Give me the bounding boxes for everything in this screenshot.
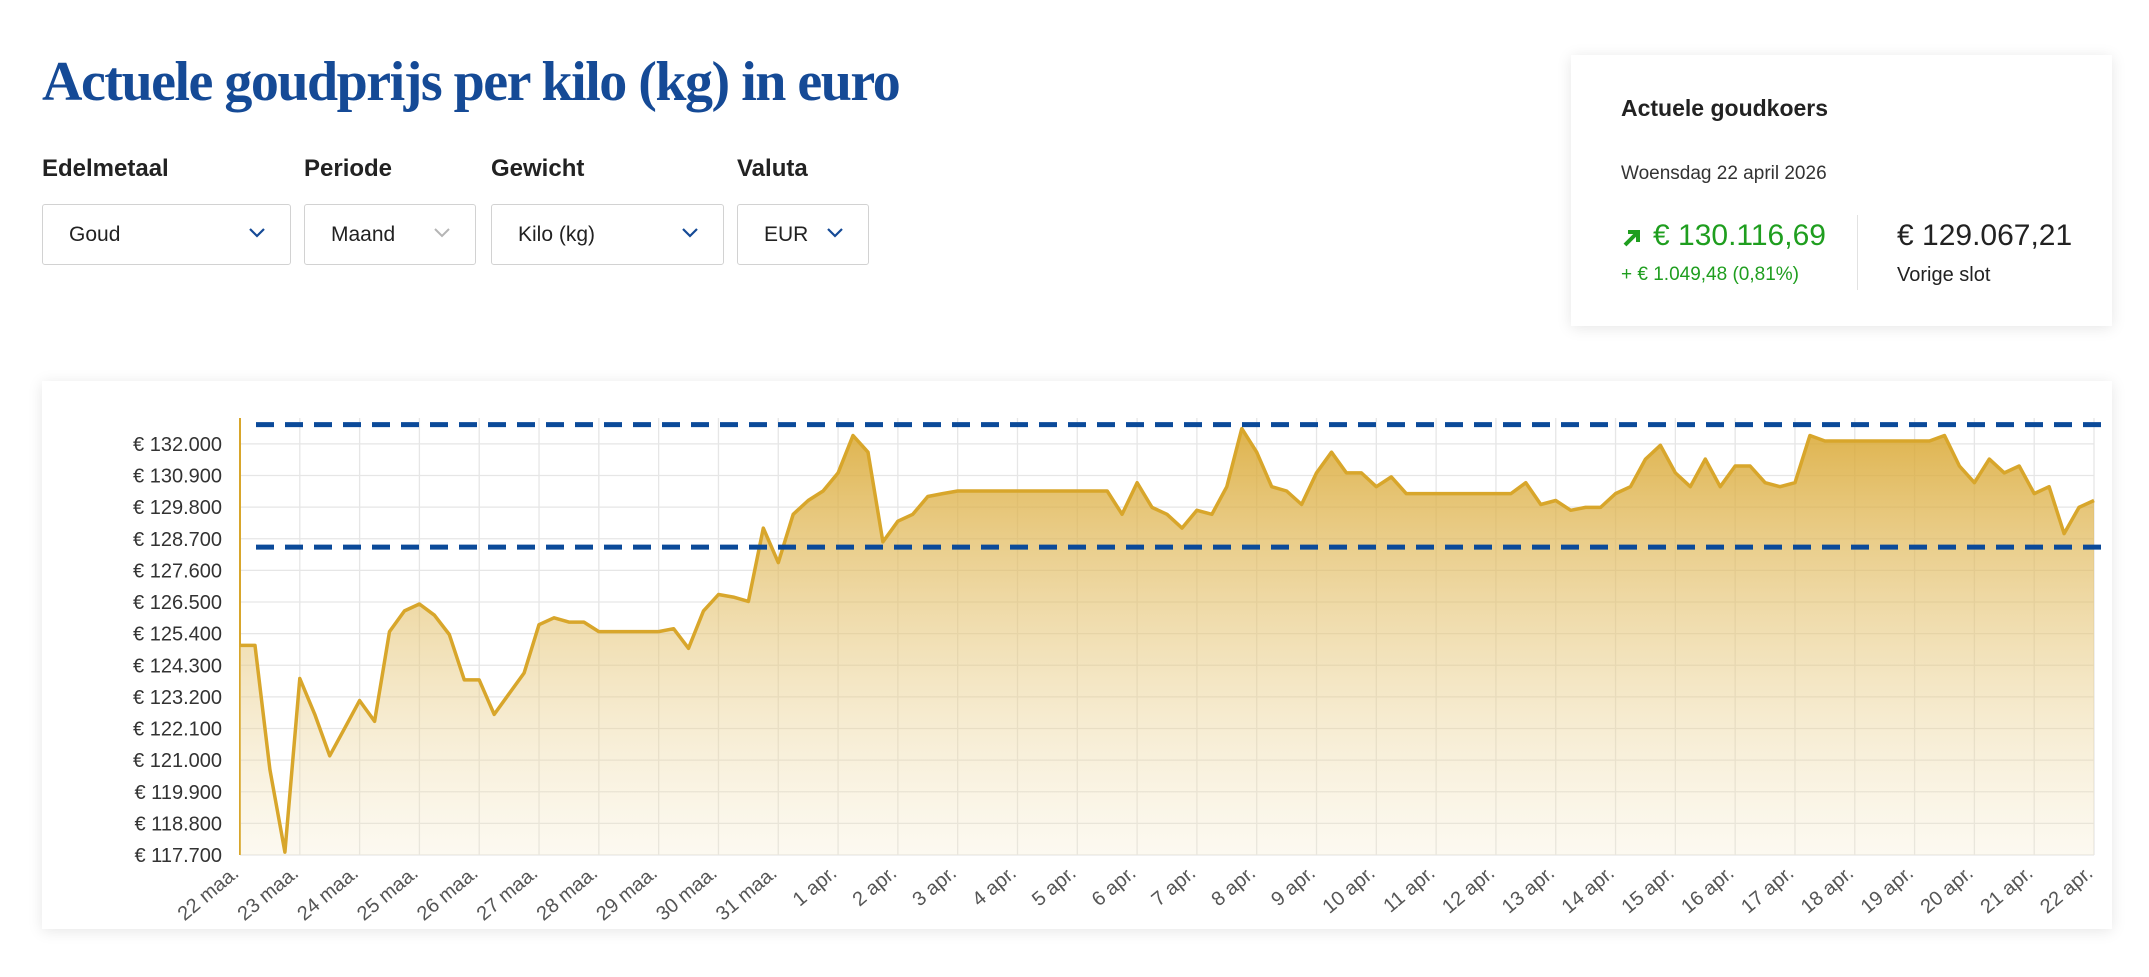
weight-select[interactable]: Kilo (kg) bbox=[491, 204, 724, 265]
price-change: + € 1.049,48 (0,81%) bbox=[1621, 264, 1799, 285]
x-tick-label: 10 apr. bbox=[1319, 862, 1380, 918]
previous-label: Vorige slot bbox=[1897, 264, 1991, 286]
y-tick-label: € 126.500 bbox=[133, 592, 222, 614]
y-tick-label: € 118.800 bbox=[135, 813, 223, 835]
x-tick-label: 5 apr. bbox=[1028, 862, 1080, 911]
x-tick-label: 26 maa. bbox=[413, 862, 483, 925]
x-tick-label: 4 apr. bbox=[968, 862, 1020, 911]
quote-date: Woensdag 22 april 2026 bbox=[1621, 163, 1827, 184]
x-tick-label: 31 maa. bbox=[712, 862, 782, 925]
x-tick-label: 13 apr. bbox=[1498, 862, 1559, 918]
x-tick-label: 29 maa. bbox=[592, 862, 662, 925]
x-tick-label: 15 apr. bbox=[1618, 862, 1679, 918]
filter-label: Gewicht bbox=[491, 155, 585, 182]
y-tick-label: € 127.600 bbox=[133, 560, 222, 582]
period-select[interactable]: Maand bbox=[304, 204, 476, 265]
y-tick-label: € 123.200 bbox=[133, 687, 222, 709]
x-tick-label: 12 apr. bbox=[1438, 862, 1499, 918]
previous-price: € 129.067,21 bbox=[1897, 219, 2073, 252]
chevron bbox=[249, 228, 265, 238]
x-tick-label: 2 apr. bbox=[849, 862, 901, 911]
page-title: Actuele goudprijs per kilo (kg) in euro bbox=[42, 51, 901, 113]
currency-select[interactable]: EUR bbox=[737, 204, 869, 265]
chevron bbox=[434, 228, 450, 238]
x-tick-label: 27 maa. bbox=[473, 862, 543, 925]
y-tick-label: € 117.700 bbox=[135, 845, 223, 867]
x-tick-label: 24 maa. bbox=[293, 862, 363, 925]
up-arrow bbox=[1623, 230, 1640, 247]
x-tick-label: 22 apr. bbox=[2036, 862, 2097, 918]
filter-label: Edelmetaal bbox=[42, 155, 169, 182]
x-tick-label: 16 apr. bbox=[1677, 862, 1738, 918]
x-tick-label: 11 apr. bbox=[1379, 862, 1439, 917]
x-tick-label: 7 apr. bbox=[1148, 862, 1200, 911]
x-tick-label: 3 apr. bbox=[908, 862, 960, 911]
y-tick-label: € 124.300 bbox=[133, 655, 222, 677]
select-value: Kilo (kg) bbox=[518, 222, 596, 246]
x-tick-label: 19 apr. bbox=[1857, 862, 1918, 918]
card-title: Actuele goudkoers bbox=[1621, 95, 1829, 121]
price-line bbox=[240, 426, 2095, 854]
metal-select[interactable]: Goud bbox=[42, 204, 291, 265]
x-tick-label: 1 apr. bbox=[789, 862, 841, 911]
chevron bbox=[682, 228, 698, 238]
x-tick-label: 14 apr. bbox=[1558, 862, 1619, 918]
x-tick-label: 28 maa. bbox=[533, 862, 603, 925]
x-tick-label: 9 apr. bbox=[1267, 862, 1319, 911]
select-value: Maand bbox=[331, 222, 396, 246]
chart: € 117.700 € 118.800 € 119.900 € 121.000 € 12… bbox=[133, 418, 2108, 925]
y-tick-label: € 132.000 bbox=[133, 434, 222, 456]
select-value: EUR bbox=[764, 222, 809, 246]
x-tick-label: 6 apr. bbox=[1088, 862, 1140, 911]
x-tick-label: 22 maa. bbox=[174, 862, 244, 925]
x-tick-label: 23 maa. bbox=[234, 862, 304, 925]
x-tick-label: 30 maa. bbox=[652, 862, 722, 925]
x-tick-label: 25 maa. bbox=[353, 862, 423, 925]
quote-card: Actuele goudkoers Woensdag 22 april 2026… bbox=[1571, 55, 2112, 326]
x-tick-label: 18 apr. bbox=[1797, 862, 1858, 918]
current-price: € 130.116,69 bbox=[1653, 219, 1826, 252]
chart-card: € 117.700 € 118.800 € 119.900 € 121.000 € 12… bbox=[42, 381, 2112, 929]
chevron bbox=[827, 228, 843, 238]
filter-label: Valuta bbox=[737, 155, 808, 182]
x-tick-label: 20 apr. bbox=[1917, 862, 1978, 918]
area-fill bbox=[240, 428, 2094, 855]
select-value: Goud bbox=[69, 222, 121, 246]
y-tick-label: € 129.800 bbox=[133, 497, 222, 519]
y-tick-label: € 125.400 bbox=[133, 624, 222, 646]
y-tick-label: € 122.100 bbox=[133, 719, 222, 741]
x-tick-label: 17 apr. bbox=[1737, 862, 1798, 918]
y-tick-label: € 128.700 bbox=[133, 529, 222, 551]
x-tick-label: 8 apr. bbox=[1207, 862, 1259, 911]
x-tick-label: 21 apr. bbox=[1976, 862, 2037, 918]
divider bbox=[1857, 215, 1858, 290]
y-tick-label: € 130.900 bbox=[133, 466, 222, 488]
y-tick-label: € 119.900 bbox=[135, 782, 223, 804]
y-tick-label: € 121.000 bbox=[133, 750, 222, 772]
filter-label: Periode bbox=[304, 155, 393, 182]
